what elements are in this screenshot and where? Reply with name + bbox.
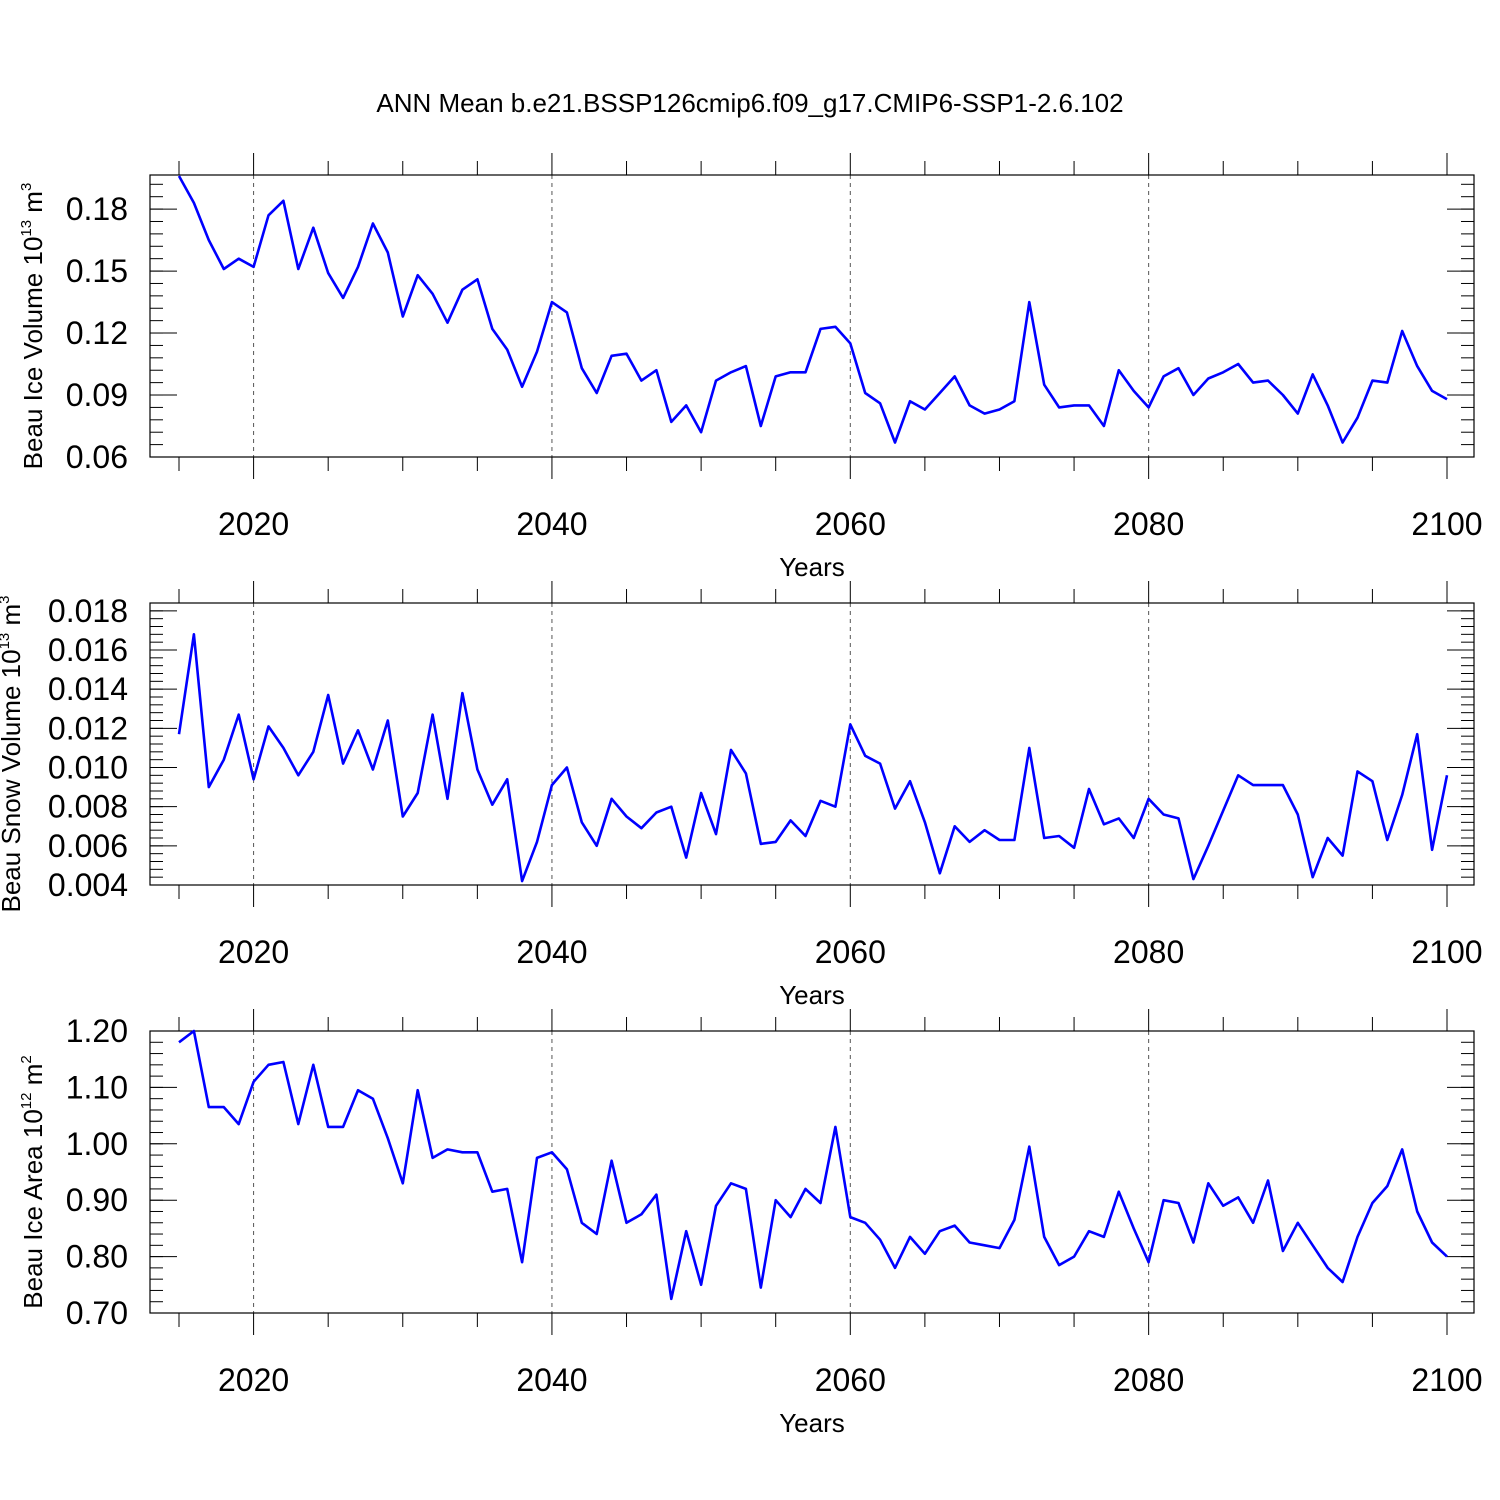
x-tick-label: 2060	[815, 934, 886, 970]
x-tick-label: 2040	[516, 934, 587, 970]
data-points	[179, 1031, 1447, 1299]
x-tick-label: 2040	[516, 506, 587, 542]
x-tick-label: 2100	[1411, 934, 1482, 970]
x-tick-label: 2100	[1411, 506, 1482, 542]
y-tick-label: 0.008	[48, 789, 128, 825]
y-tick-label: 1.20	[66, 1013, 128, 1049]
plot-frame	[149, 602, 1475, 886]
y-tick-label: 1.10	[66, 1069, 128, 1105]
data-points	[179, 176, 1447, 443]
y-tick-label: 0.80	[66, 1239, 128, 1275]
chart-title: ANN Mean b.e21.BSSP126cmip6.f09_g17.CMIP…	[376, 88, 1123, 118]
x-tick-label: 2060	[815, 506, 886, 542]
y-tick-label: 0.018	[48, 593, 128, 629]
y-tick-label: 0.09	[66, 377, 128, 413]
y-tick-label: 0.014	[48, 671, 128, 707]
y-tick-label: 0.016	[48, 632, 128, 668]
plot-frame	[149, 1030, 1475, 1314]
panel-2: 2020 2040 2060 2080 2100 0.0040.0060.0080.010…	[0, 581, 1483, 1010]
x-tick-label: 2080	[1113, 934, 1184, 970]
plot-frame	[149, 174, 1475, 458]
panel-3: 2020 2040 2060 2080 2100 0.70 0.80 0.90 1.00 1.10…	[18, 1009, 1483, 1438]
panel-1: 2020 2040 2060 2080 2100 0.06 0.09 0.12 0.15 0.18…	[18, 153, 1483, 582]
x-axis-title: Years	[779, 552, 845, 582]
x-tick-label: 2020	[218, 1362, 289, 1398]
y-tick-label: 0.004	[48, 867, 128, 903]
x-tick-label: 2040	[516, 1362, 587, 1398]
x-tick-label: 2080	[1113, 1362, 1184, 1398]
y-tick-label: 0.010	[48, 750, 128, 786]
data-series-line	[177, 633, 1449, 883]
x-tick-label: 2100	[1411, 1362, 1482, 1398]
y-tick-label: 0.12	[66, 315, 128, 351]
x-axis-title: Years	[779, 980, 845, 1010]
x-axis-title: Years	[779, 1408, 845, 1438]
y-tick-label: 0.90	[66, 1182, 128, 1218]
x-tick-label: 2080	[1113, 506, 1184, 542]
y-tick-label: 0.15	[66, 253, 128, 289]
x-tick-label: 2020	[218, 934, 289, 970]
y-tick-label: 0.012	[48, 710, 128, 746]
y-axis-title: Beau Ice Area 1012 m2	[18, 1055, 48, 1308]
y-tick-label: 0.18	[66, 191, 128, 227]
y-tick-label: 1.00	[66, 1126, 128, 1162]
x-tick-label: 2060	[815, 1362, 886, 1398]
y-axis-title: Beau Ice Volume 1013 m3	[18, 183, 48, 470]
data-series-line	[178, 1029, 1448, 1301]
x-tick-label: 2020	[218, 506, 289, 542]
y-tick-label: 0.70	[66, 1295, 128, 1331]
y-tick-label: 0.006	[48, 828, 128, 864]
data-series-line	[177, 175, 1448, 444]
y-axis-title: Beau Snow Volume 1013 m3	[0, 596, 26, 913]
panels: 2020 2040 2060 2080 2100 0.06 0.09 0.12 0.15 0.18…	[0, 153, 1483, 1438]
y-tick-label: 0.06	[66, 439, 128, 475]
